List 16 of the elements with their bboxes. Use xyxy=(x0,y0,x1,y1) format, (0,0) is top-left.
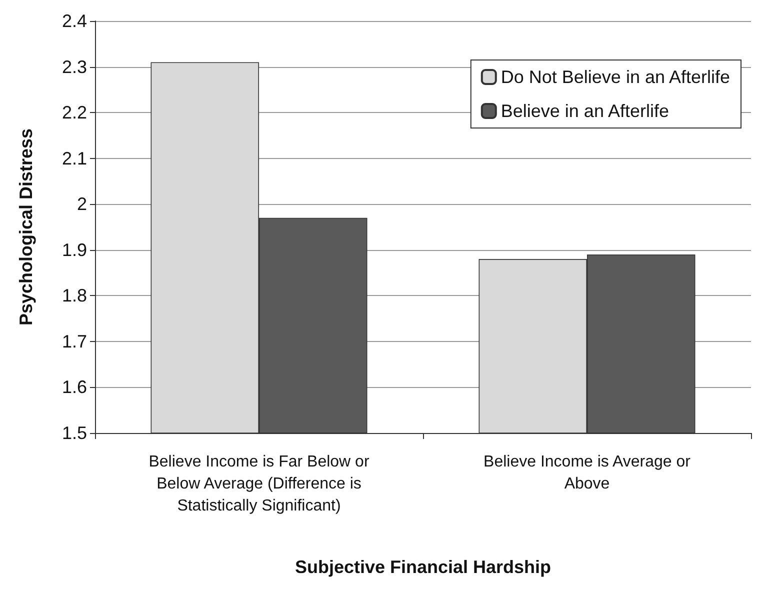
x-tick-label: Believe Income is Far Below or Below Average (Difference is Statistically Significant) xyxy=(148,454,370,514)
legend-label: Believe in an Afterlife xyxy=(500,101,669,121)
y-tick-label: 2.1 xyxy=(62,148,87,168)
y-tick-label: 2.3 xyxy=(62,56,87,77)
y-tick-label: 1.8 xyxy=(62,286,87,306)
y-tick-label: 2.4 xyxy=(62,11,87,31)
x-axis-title: Subjective Financial Hardship xyxy=(294,557,552,577)
legend-label: Do Not Believe in an Afterlife xyxy=(500,67,730,87)
y-tick-label: 1.9 xyxy=(62,240,87,260)
x-tick-label: Believe Income is Average or Above xyxy=(484,454,692,492)
y-tick-label: 2 xyxy=(76,194,87,214)
y-tick-label: 2.2 xyxy=(62,102,87,123)
y-tick-label: 1.7 xyxy=(62,331,87,352)
y-tick-label: 1.5 xyxy=(62,423,87,443)
y-tick-label: 1.6 xyxy=(62,377,87,398)
y-axis-title: Psychological Distress xyxy=(16,128,36,326)
